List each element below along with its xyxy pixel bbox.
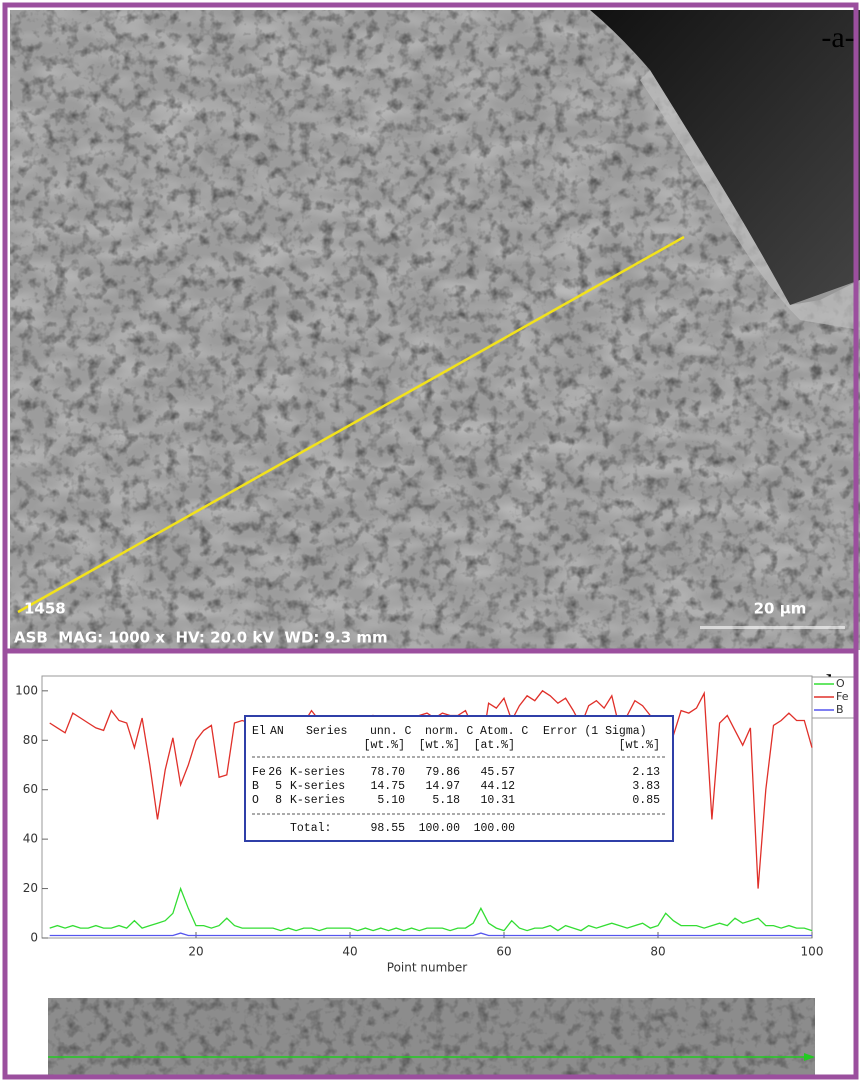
y-tick-label: 80 bbox=[23, 733, 38, 747]
eds-table: El AN Series unn. C norm. C Atom. C Error (1 S… bbox=[252, 725, 660, 835]
legend-label: O bbox=[836, 677, 845, 690]
table-unit: [at.%] bbox=[474, 739, 515, 752]
table-cell: 5.18 bbox=[432, 794, 460, 807]
table-header: norm. C bbox=[425, 725, 473, 738]
eds-table-box bbox=[244, 715, 674, 842]
table-cell: 14.97 bbox=[425, 780, 460, 793]
table-cell: 44.12 bbox=[480, 780, 515, 793]
x-tick-label: 80 bbox=[650, 945, 665, 959]
table-cell: Fe bbox=[252, 766, 266, 779]
table-header: El bbox=[252, 725, 266, 738]
x-axis-label: Point number bbox=[387, 961, 468, 975]
series-line bbox=[49, 886, 813, 932]
y-tick-label: 20 bbox=[23, 881, 38, 895]
linescan-image bbox=[48, 998, 815, 1075]
table-header: Atom. C bbox=[480, 725, 528, 738]
y-tick-label: 60 bbox=[23, 782, 38, 796]
x-tick-label: 20 bbox=[188, 945, 203, 959]
panel-label: -a- bbox=[821, 21, 854, 54]
table-cell: 10.31 bbox=[480, 794, 515, 807]
y-tick-label: 100 bbox=[15, 683, 38, 697]
table-header: Error (1 Sigma) bbox=[543, 725, 647, 738]
table-cell: O bbox=[252, 794, 259, 807]
x-tick-label: 60 bbox=[496, 945, 511, 959]
x-tick-label: 100 bbox=[801, 945, 824, 959]
table-total: 100.00 bbox=[419, 822, 461, 835]
table-total: 100.00 bbox=[474, 822, 516, 835]
table-cell: 14.75 bbox=[370, 780, 405, 793]
table-cell: 5 bbox=[275, 780, 282, 793]
table-cell: 2.13 bbox=[632, 766, 660, 779]
table-total-label: Total: bbox=[290, 822, 331, 835]
legend-label: B bbox=[836, 703, 844, 716]
table-total: 98.55 bbox=[370, 822, 405, 835]
table-cell: K-series bbox=[290, 794, 345, 807]
table-cell: 79.86 bbox=[425, 766, 460, 779]
table-unit: [wt.%] bbox=[419, 739, 460, 752]
sem-info: ASB MAG: 1000 x HV: 20.0 kV WD: 9.3 mm bbox=[14, 629, 388, 647]
sem-image bbox=[10, 10, 860, 650]
x-tick-label: 40 bbox=[342, 945, 357, 959]
y-tick-label: 40 bbox=[23, 832, 38, 846]
legend-label: Fe bbox=[836, 690, 849, 703]
table-cell: 0.85 bbox=[632, 794, 660, 807]
scale-bar-label: 20 µm bbox=[754, 600, 807, 618]
table-cell: 45.57 bbox=[480, 766, 515, 779]
table-cell: 26 bbox=[268, 766, 282, 779]
table-cell: 3.83 bbox=[632, 780, 660, 793]
table-cell: K-series bbox=[290, 780, 345, 793]
y-tick-label: 0 bbox=[30, 931, 38, 945]
series-line bbox=[49, 932, 812, 937]
table-unit: [wt.%] bbox=[619, 739, 660, 752]
table-cell: B bbox=[252, 780, 259, 793]
table-header: unn. C bbox=[370, 725, 412, 738]
table-cell: 5.10 bbox=[377, 794, 405, 807]
table-unit: [wt.%] bbox=[364, 739, 405, 752]
table-cell: 78.70 bbox=[370, 766, 405, 779]
table-header: Series bbox=[306, 725, 347, 738]
table-cell: 8 bbox=[275, 794, 282, 807]
sample-id: 1458 bbox=[24, 600, 66, 618]
table-cell: K-series bbox=[290, 766, 345, 779]
table-header: AN bbox=[270, 725, 284, 738]
